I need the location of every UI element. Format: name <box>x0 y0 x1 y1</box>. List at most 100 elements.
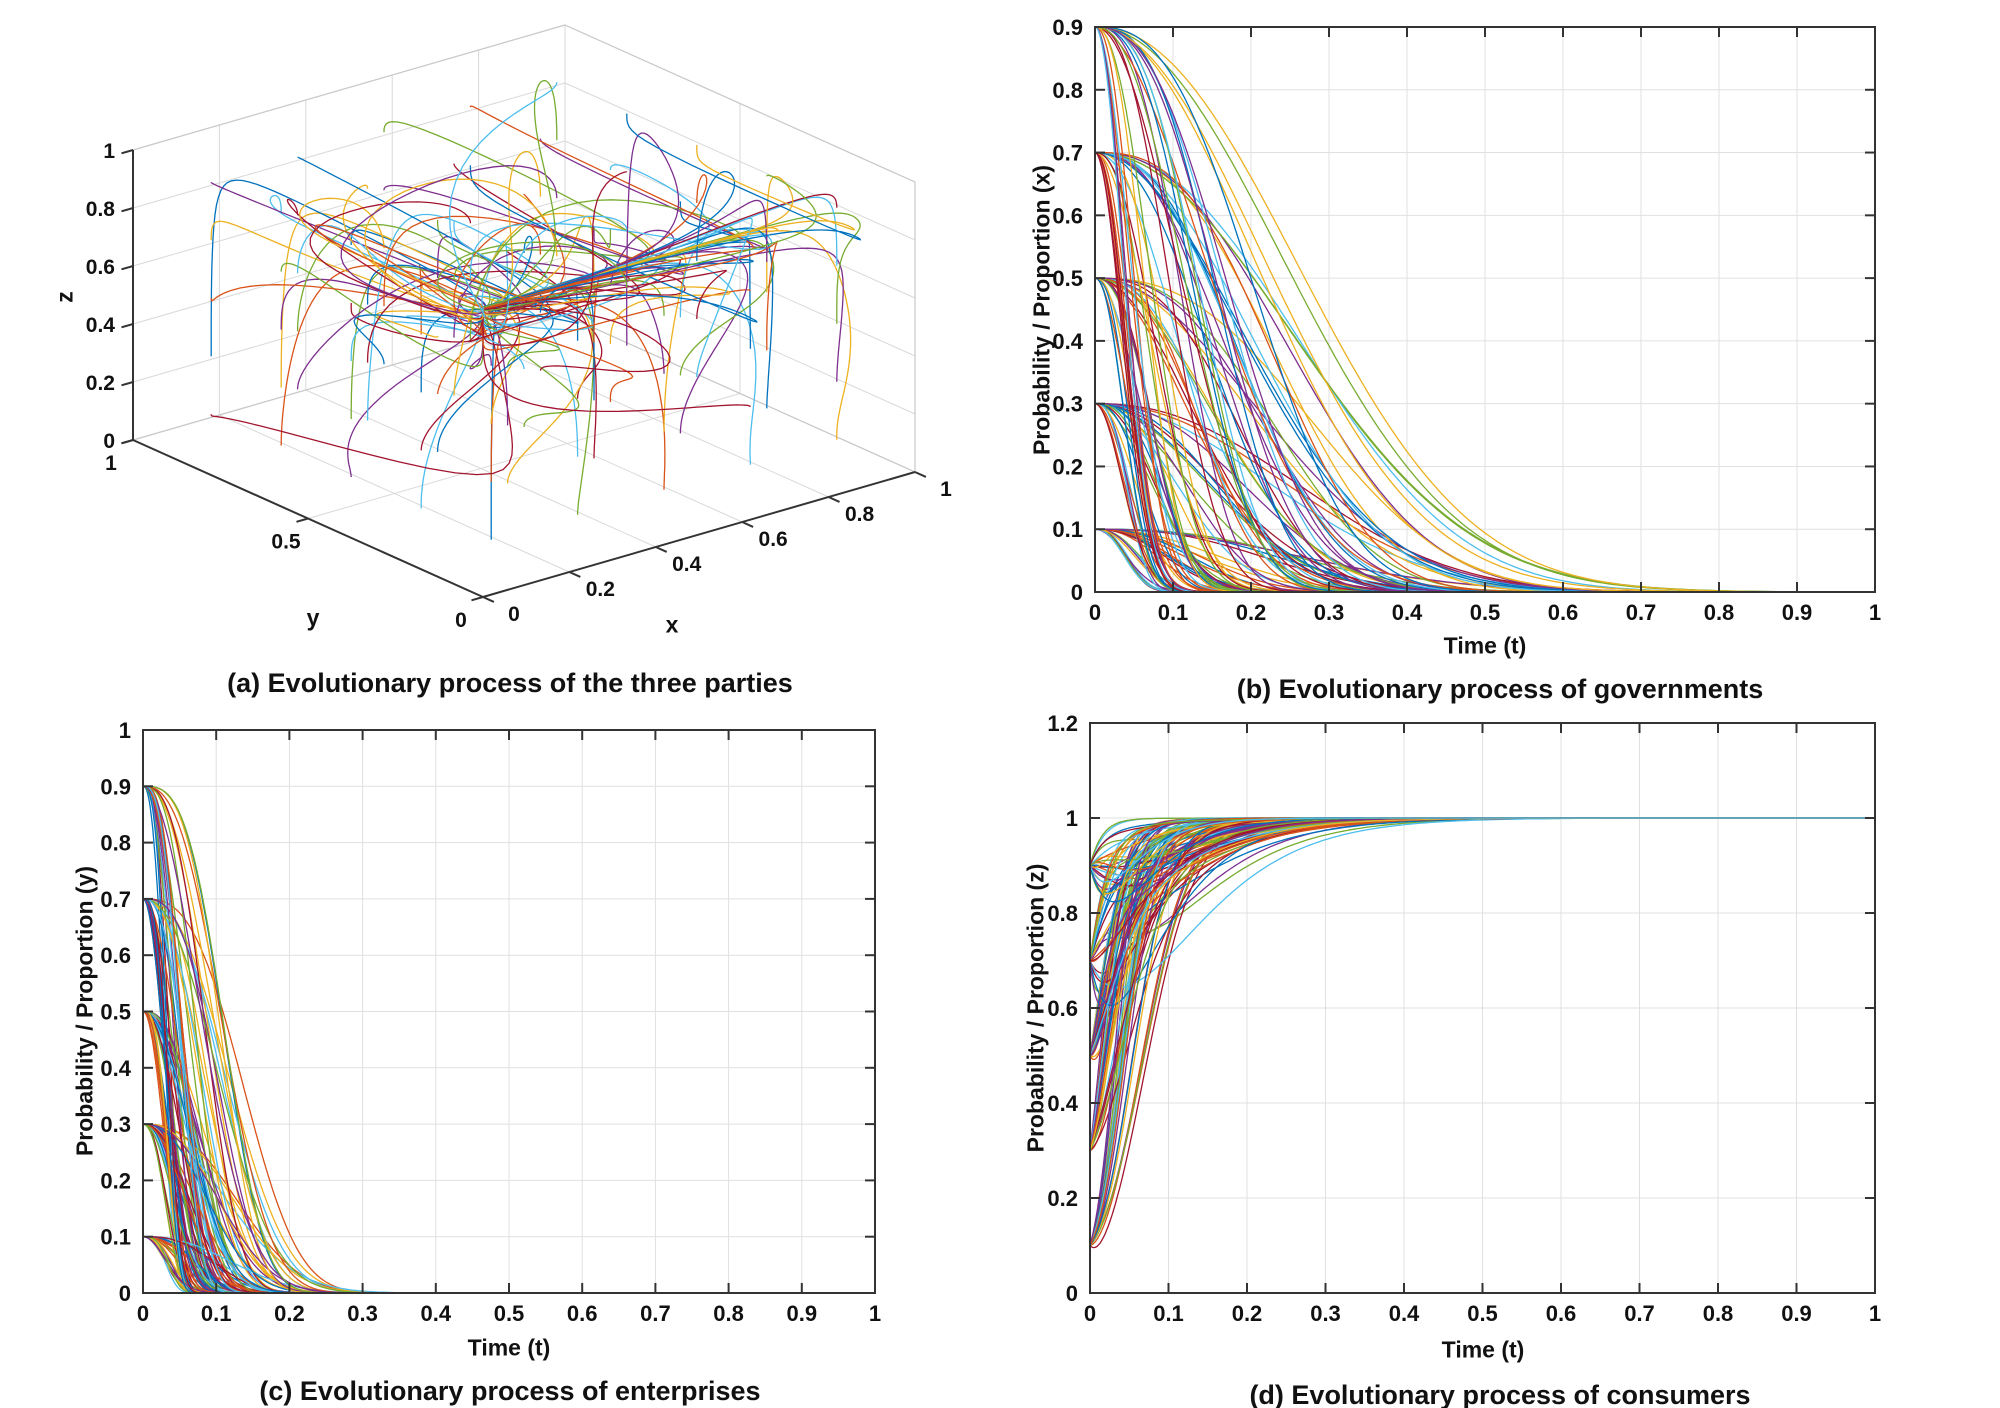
x-tick-label: 0 <box>1084 1301 1096 1326</box>
x-tick-mark-3d <box>482 596 495 603</box>
enterprises-plot-canvas: 0 0.1 0.2 0.3 0.4 0.5 0.6 0.7 0.8 0.9 1 0 0.1 0.2 0.3 0… <box>100 718 881 1326</box>
x-tick-label: 0.9 <box>787 1301 818 1326</box>
wall-grid-z-right <box>564 82 916 241</box>
x-tick-label: 0.2 <box>274 1301 305 1326</box>
trajectory-curve-3d <box>210 179 487 357</box>
panel-consumers: 0 0.1 0.2 0.3 0.4 0.5 0.6 0.7 0.8 0.9 1 0 0.2 0.4 0.6 0… <box>1000 704 2000 1408</box>
caption-c: (c) Evolutionary process of enterprises <box>259 1376 761 1406</box>
x-tick-label: 0.1 <box>1158 600 1189 625</box>
y-tick-label-3d: 0 <box>455 609 467 632</box>
x-tick-label: 0.2 <box>1232 1301 1263 1326</box>
y-tick-label: 0.4 <box>1047 1091 1078 1116</box>
x-tick-label: 0.3 <box>347 1301 378 1326</box>
z-tick-label-3d: 0 <box>103 430 115 453</box>
x-tick-label: 0.4 <box>1392 600 1423 625</box>
y-tick-label: 0.2 <box>100 1168 131 1193</box>
trajectory-curve <box>1095 26 1875 593</box>
y-tick-label-3d: 0.5 <box>271 531 301 554</box>
y-tick-label: 0.1 <box>100 1225 131 1250</box>
x-tick-label: 0 <box>1089 600 1101 625</box>
wall-grid-z-left <box>132 82 566 209</box>
trajectory-curve-3d <box>280 264 484 446</box>
x-tick-label: 1 <box>1869 600 1881 625</box>
x-tick-label: 0.7 <box>640 1301 671 1326</box>
x-tick-label: 0.5 <box>494 1301 525 1326</box>
box-edge <box>132 24 566 151</box>
x-tick-label-3d: 0.6 <box>759 528 788 551</box>
z-tick-mark-3d <box>121 149 134 155</box>
x-tick-label: 0.3 <box>1314 600 1345 625</box>
y-tick-label: 0.6 <box>1052 203 1083 228</box>
x-tick-label: 0.4 <box>1389 1301 1420 1326</box>
x-tick-label: 0.9 <box>1782 600 1813 625</box>
y-tick-label: 0.4 <box>100 1056 131 1081</box>
y-tick-label: 0.6 <box>100 943 131 968</box>
caption-a: (a) Evolutionary process of the three pa… <box>227 668 793 698</box>
x-tick-label: 0.8 <box>713 1301 744 1326</box>
y-tick-label: 0.3 <box>1052 392 1083 417</box>
x-tick-label: 0.7 <box>1624 1301 1655 1326</box>
x-tick-label-3d: 0.2 <box>586 578 615 601</box>
xlabel-d: Time (t) <box>1441 1336 1525 1363</box>
trajectory-curve-3d <box>482 79 558 308</box>
z-tick-mark-3d <box>121 265 134 271</box>
y-tick-label: 0 <box>1071 580 1083 605</box>
x-tick-mark-3d <box>828 496 840 503</box>
x-tick-label-3d: 1 <box>940 478 952 501</box>
y-tick-mark-3d <box>296 517 309 523</box>
ylabel-b: Probability / Proportion (x) <box>1028 164 1055 456</box>
x-tick-label: 0.9 <box>1781 1301 1812 1326</box>
y-tick-label: 0.1 <box>1052 517 1083 542</box>
z-tick-label-3d: 0.4 <box>86 314 116 337</box>
trajectory-curve-3d <box>481 240 509 310</box>
z-tick-mark-3d <box>121 381 134 387</box>
panel-enterprises: 0 0.1 0.2 0.3 0.4 0.5 0.6 0.7 0.8 0.9 1 0 0.1 0.2 0.3 0… <box>0 704 1000 1408</box>
y-tick-label: 0.8 <box>100 831 131 856</box>
x-tick-label-3d: 0 <box>508 603 520 626</box>
wall-grid-z-right <box>564 256 916 415</box>
z-axis-label: z <box>51 291 78 303</box>
xlabel-c: Time (t) <box>467 1334 551 1361</box>
x-axis-line <box>482 471 916 598</box>
x-tick-label: 0.2 <box>1236 600 1267 625</box>
y-tick-label: 1 <box>1066 806 1078 831</box>
wall-grid-z-left <box>132 140 566 267</box>
y-tick-label: 0.7 <box>1052 141 1083 166</box>
z-tick-label-3d: 0.8 <box>86 198 116 221</box>
z-tick-label-3d: 1 <box>103 140 115 163</box>
x-tick-mark-3d <box>914 471 927 478</box>
panel-governments: 0 0.1 0.2 0.3 0.4 0.5 0.6 0.7 0.8 0.9 1 0 0.1 0.2 0.3 0… <box>1000 0 2000 704</box>
y-tick-label: 1.2 <box>1047 711 1078 736</box>
x-tick-label: 0.5 <box>1467 1301 1498 1326</box>
y-tick-label: 0.7 <box>100 887 131 912</box>
consumers-plot-canvas: 0 0.1 0.2 0.3 0.4 0.5 0.6 0.7 0.8 0.9 1 0 0.2 0.4 0.6 0… <box>1047 711 1881 1326</box>
z-tick-label-3d: 0.2 <box>86 372 115 395</box>
y-tick-label: 0 <box>1066 1281 1078 1306</box>
y-tick-label: 0.8 <box>1052 78 1083 103</box>
x-tick-label: 0.5 <box>1470 600 1501 625</box>
wall-grid-z-left <box>132 256 566 383</box>
y-tick-label-3d: 1 <box>105 452 117 475</box>
panel-3d-phase-portrait: 0 0.2 0.4 0.6 0.8 1 0 0.5 1 0 0.2 0.4 0.6 0.8 1 z y x … <box>0 0 1000 704</box>
y-tick-label: 0 <box>119 1281 131 1306</box>
x-tick-label: 0.8 <box>1703 1301 1734 1326</box>
x-tick-label: 0.6 <box>567 1301 598 1326</box>
trajectory-curve-3d <box>448 82 558 318</box>
y-tick-label: 0.2 <box>1052 454 1083 479</box>
x-tick-mark-3d <box>741 521 754 528</box>
y-tick-mark-3d <box>471 596 484 602</box>
y-tick-label: 0.3 <box>100 1112 131 1137</box>
y-axis-label: y <box>306 604 320 631</box>
x-tick-label: 0.1 <box>201 1301 232 1326</box>
y-tick-label: 0.8 <box>1047 901 1078 926</box>
box-edge <box>564 314 916 473</box>
ylabel-d: Probability / Proportion (z) <box>1022 863 1049 1153</box>
y-tick-label: 0.6 <box>1047 996 1078 1021</box>
x-tick-label: 1 <box>1869 1301 1881 1326</box>
wall-grid-z-left <box>132 198 566 325</box>
trajectory-curve-3d <box>453 163 641 310</box>
y-tick-label: 0.9 <box>1052 15 1083 40</box>
x-tick-label-3d: 0.4 <box>672 553 702 576</box>
x-tick-label: 0 <box>137 1301 149 1326</box>
